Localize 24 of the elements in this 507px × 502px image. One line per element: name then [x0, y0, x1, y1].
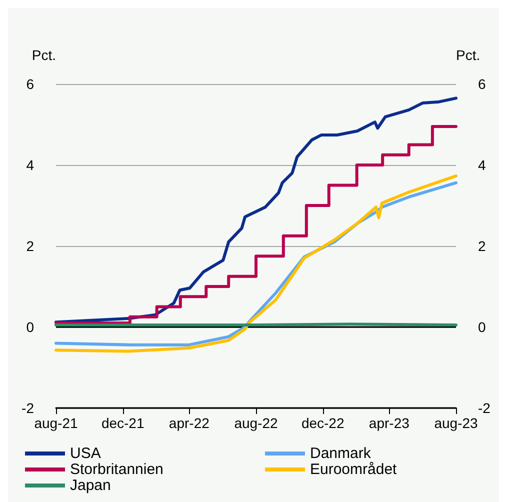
y-tick-label: -2	[22, 400, 34, 416]
y2-tick-label: 2	[478, 238, 486, 254]
x-tick-label: apr-22	[168, 415, 210, 431]
x-tick-label: apr-23	[368, 415, 410, 431]
y2-tick-label: -2	[478, 400, 491, 416]
legend-label: Euroområdet	[310, 461, 398, 478]
legend-label: Storbritannien	[70, 461, 164, 478]
legend-label: Japan	[70, 477, 111, 494]
y-tick-label: 6	[26, 76, 34, 92]
x-tick-label: dec-22	[301, 415, 344, 431]
x-tick-label: aug-23	[434, 415, 478, 431]
x-tick-label: aug-22	[234, 415, 278, 431]
x-tick-label: dec-21	[101, 415, 144, 431]
y-tick-label: 4	[26, 157, 34, 173]
y2-tick-label: 4	[478, 157, 486, 173]
y2-tick-label: 0	[478, 319, 486, 335]
y-tick-label: 2	[26, 238, 34, 254]
y-tick-label: 0	[26, 319, 34, 335]
y2-tick-label: 6	[478, 76, 486, 92]
x-tick-label: aug-21	[34, 415, 78, 431]
legend-label: Danmark	[310, 445, 372, 462]
y2-axis-title: Pct.	[456, 47, 480, 63]
y-axis-title: Pct.	[32, 47, 56, 63]
legend-label: USA	[70, 445, 101, 462]
